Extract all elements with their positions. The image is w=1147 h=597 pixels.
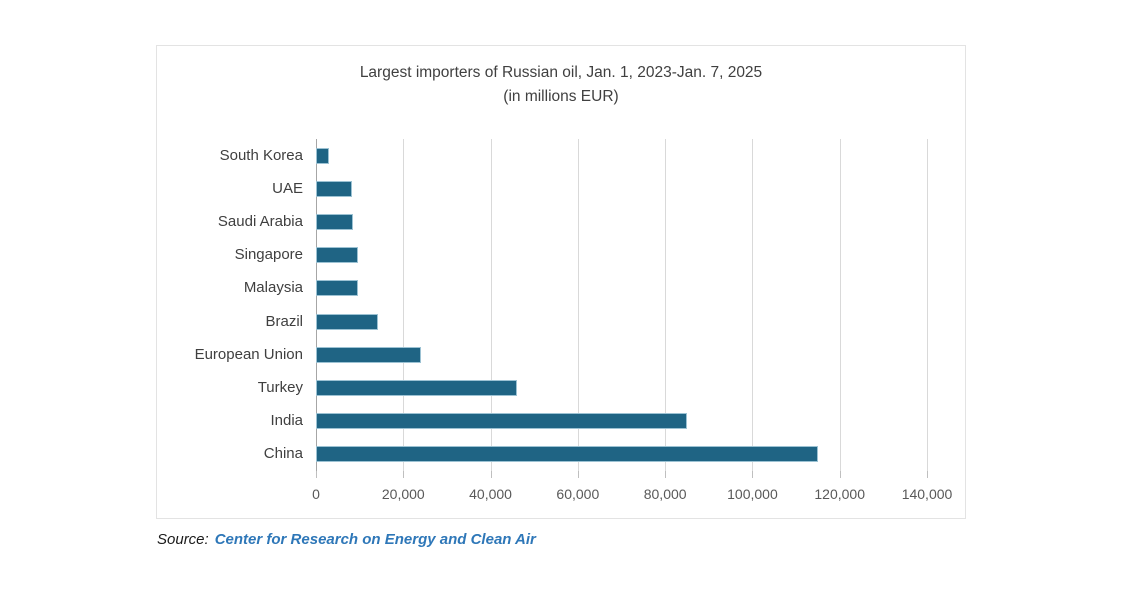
category-label-uae: UAE (272, 179, 303, 197)
category-label-european-union: European Union (194, 345, 303, 363)
chart-title: Largest importers of Russian oil, Jan. 1… (157, 61, 965, 109)
axis-tick (665, 471, 667, 478)
bar-saudi-arabia (316, 214, 354, 230)
bar-turkey (316, 380, 517, 396)
x-tick-label: 40,000 (469, 486, 512, 502)
axis-tick (927, 471, 928, 478)
x-tick-label: 100,000 (727, 486, 778, 502)
x-tick-label: 0 (312, 486, 320, 502)
gridline (403, 139, 405, 471)
bar-singapore (316, 247, 358, 264)
category-label-india: India (270, 412, 303, 430)
bar-malaysia (316, 280, 358, 297)
axis-tick (490, 471, 492, 478)
plot-area (316, 139, 928, 478)
x-tick-label: 80,000 (643, 486, 687, 502)
bar-india (316, 413, 687, 430)
bar-south-korea (316, 147, 330, 164)
gridline (665, 139, 667, 471)
bar-european-union (316, 346, 421, 363)
category-label-malaysia: Malaysia (243, 279, 303, 297)
x-tick-label: 20,000 (381, 486, 425, 502)
category-label-china: China (263, 445, 303, 463)
gridline (927, 139, 928, 471)
bar-china (316, 446, 818, 463)
axis-tick (577, 471, 579, 478)
gridline (577, 139, 579, 471)
bar-brazil (316, 313, 378, 330)
value-axis-line (316, 139, 317, 471)
x-tick-label: 60,000 (556, 486, 600, 502)
chart-panel: Largest importers of Russian oil, Jan. 1… (156, 45, 966, 519)
category-label-singapore: Singapore (234, 246, 303, 264)
source-prefix: Source: (157, 531, 209, 548)
gridline (490, 139, 492, 471)
axis-tick (752, 471, 754, 478)
category-label-brazil: Brazil (265, 312, 303, 330)
axis-tick (403, 471, 405, 478)
chart-title-line2: (in millions EUR) (503, 88, 619, 105)
source-line: Source: Center for Research on Energy and… (157, 531, 536, 548)
source-link[interactable]: Center for Research on Energy and Clean … (214, 531, 536, 548)
category-label-turkey: Turkey (257, 379, 303, 396)
category-label-saudi-arabia: Saudi Arabia (217, 213, 303, 230)
gridline (839, 139, 841, 471)
axis-tick (839, 471, 841, 478)
bar-uae (316, 180, 353, 197)
gridline (752, 139, 754, 471)
category-label-south-korea: South Korea (219, 146, 303, 164)
x-tick-label: 120,000 (814, 486, 866, 502)
axis-tick (316, 471, 317, 478)
chart-title-line1: Largest importers of Russian oil, Jan. 1… (359, 64, 763, 81)
x-tick-label: 140,000 (901, 486, 953, 502)
